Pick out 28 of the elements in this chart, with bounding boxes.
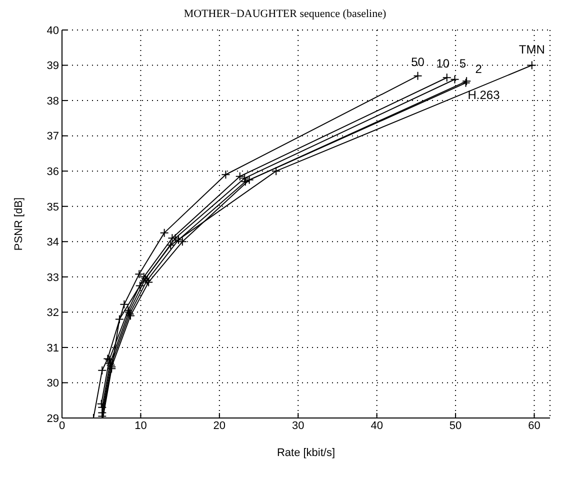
x-tick-label: 0 — [58, 420, 66, 432]
series-label: 50 — [411, 54, 425, 69]
y-tick-label: 39 — [46, 60, 59, 72]
y-tick-label: 38 — [46, 95, 59, 108]
y-tick-label: 29 — [46, 412, 59, 425]
x-tick-label: 20 — [213, 420, 226, 432]
y-tick-label: 35 — [46, 201, 59, 214]
y-tick-label: 30 — [46, 378, 59, 390]
series-label: 2 — [475, 62, 482, 76]
y-tick-label: 37 — [46, 130, 59, 143]
y-tick-label: 36 — [46, 166, 59, 178]
y-axis-title: PSNR [dB] — [12, 197, 25, 251]
y-tick-label: 31 — [46, 342, 59, 354]
x-axis-title: Rate [kbit/s] — [276, 447, 336, 459]
x-tick-label: 10 — [134, 420, 147, 432]
x-tick-label: 40 — [370, 420, 383, 432]
y-tick-label: 32 — [46, 307, 59, 320]
y-tick-label: 34 — [46, 236, 59, 249]
series-label: 10 — [436, 56, 450, 71]
y-tick-label: 33 — [46, 272, 59, 284]
chart-title: MOTHER−DAUGHTER sequence (baseline) — [182, 8, 388, 22]
series-label: 5 — [459, 56, 466, 70]
x-tick-label: 50 — [449, 420, 462, 432]
x-tick-label: 60 — [528, 420, 540, 432]
x-tick-label: 30 — [292, 420, 304, 432]
series-label: H.263 — [468, 88, 500, 102]
series-label: TMN — [518, 42, 545, 56]
y-tick-label: 40 — [46, 24, 59, 37]
